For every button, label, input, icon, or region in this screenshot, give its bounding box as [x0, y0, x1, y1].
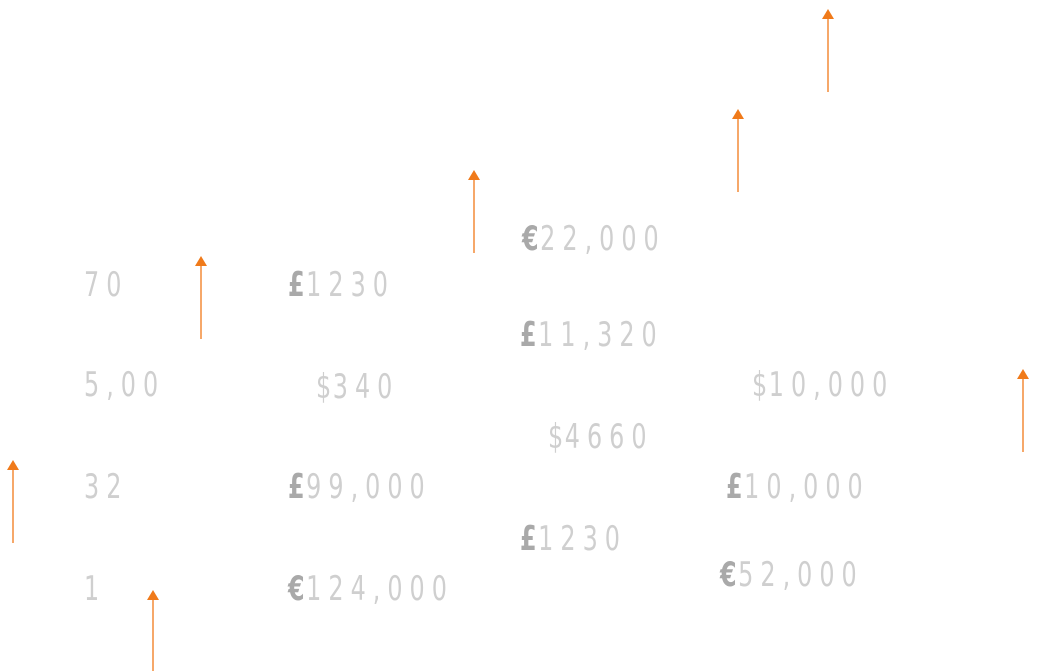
arrow-up-icon	[730, 107, 746, 193]
number-5-00-value: 5,00	[84, 365, 166, 405]
dollar-symbol: $	[316, 367, 332, 407]
pound-symbol: £	[288, 467, 305, 507]
arrow-up-icon	[820, 7, 836, 93]
dollar-symbol: $	[752, 365, 768, 405]
amount-usd-10000: $10,000	[752, 368, 894, 402]
number-1-value: 1	[84, 569, 107, 609]
arrow-up-icon	[466, 168, 482, 254]
euro-symbol: €	[288, 569, 305, 609]
arrow-up-icon	[5, 458, 21, 544]
amount-value: 99,000	[306, 467, 432, 507]
number-32-value: 32	[84, 467, 129, 507]
amount-value: 1230	[306, 265, 395, 305]
amount-eur-22000: €22,000	[522, 222, 666, 256]
pound-symbol: £	[520, 315, 537, 355]
amount-value: 1230	[538, 519, 627, 559]
number-70: 70	[84, 268, 128, 302]
amount-value: 10,000	[744, 467, 870, 507]
arrow-up-icon	[193, 254, 209, 340]
amount-usd-340: $340	[316, 370, 399, 404]
amount-value: 11,320	[538, 315, 664, 355]
amount-gbp-99000: £99,000	[288, 470, 432, 504]
number-70-value: 70	[84, 265, 129, 305]
euro-symbol: €	[720, 555, 737, 595]
amount-value: 52,000	[738, 555, 864, 595]
amount-eur-124000: €124,000	[288, 572, 454, 606]
amount-value: 22,000	[540, 219, 666, 259]
pound-symbol: £	[726, 467, 743, 507]
amount-value: 340	[332, 367, 400, 407]
amount-usd-4660: $4660	[548, 420, 654, 454]
pound-symbol: £	[288, 265, 305, 305]
amount-value: 124,000	[306, 569, 454, 609]
amount-gbp-11320: £11,320	[520, 318, 664, 352]
amount-gbp-10000: £10,000	[726, 470, 870, 504]
pound-symbol: £	[520, 519, 537, 559]
number-5-00: 5,00	[84, 368, 165, 402]
amount-eur-52000: €52,000	[720, 558, 864, 592]
arrow-up-icon	[145, 588, 161, 671]
amount-gbp-1230-mid: £1230	[520, 522, 627, 556]
number-1: 1	[84, 572, 106, 606]
number-32: 32	[84, 470, 128, 504]
amount-value: 4660	[564, 417, 654, 457]
amount-gbp-1230-left: £1230	[288, 268, 395, 302]
amount-value: 10,000	[768, 365, 895, 405]
dollar-symbol: $	[548, 417, 564, 457]
arrow-up-icon	[1015, 367, 1031, 453]
euro-symbol: €	[522, 219, 539, 259]
